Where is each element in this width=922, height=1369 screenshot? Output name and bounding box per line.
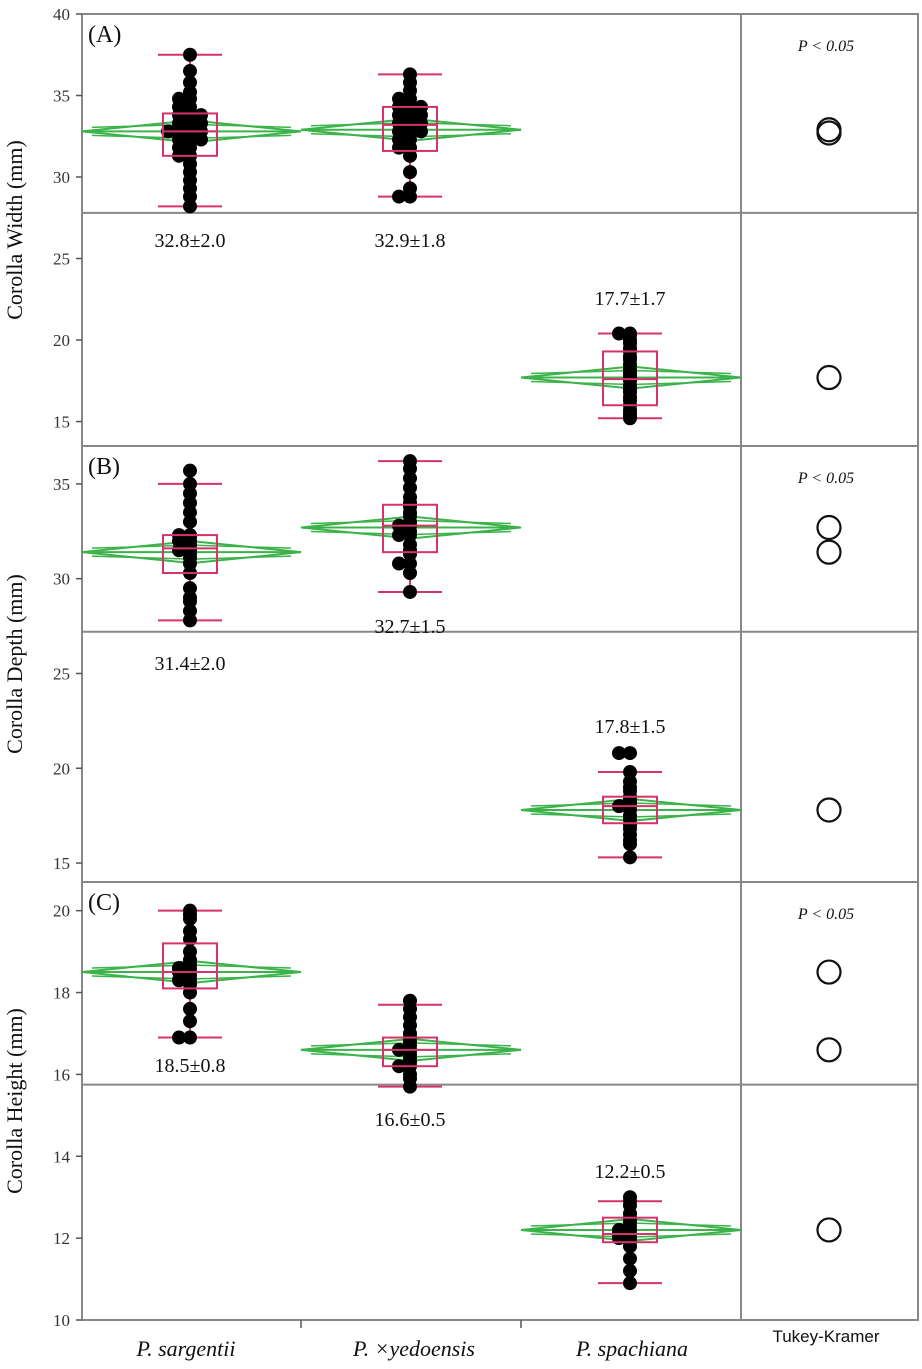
panel-c-data-point [183,944,197,959]
panel-c-data-point [623,1263,637,1278]
panel-a-data-point [183,64,197,79]
panel-a-ytick-label: 20 [53,331,70,350]
panel-c-ylabel: Corolla Height (mm) [2,1008,27,1194]
panel-c-mean-label: 16.6±0.5 [375,1109,446,1131]
panel-b-mean-label: 17.8±1.5 [595,716,666,738]
panel-a-data-point [623,326,637,341]
panel-a-data-point [172,91,186,106]
panel-c-data-point [623,1251,637,1266]
panel-c-data-point [172,1030,186,1045]
panel-b-ytick-label: 30 [53,570,70,589]
panel-a-data-point [612,326,626,341]
panel-c-data-point [623,1276,637,1291]
panel-a-data-point [403,165,417,180]
panel-c-data-point [403,993,417,1008]
panel-a-ytick-label: 30 [53,168,70,187]
panel-b-ytick-label: 35 [53,475,70,494]
panel-b-data-point [183,581,197,596]
panel-c-ytick-label: 18 [53,984,70,1003]
panel-b-tukey-circle [816,539,842,565]
x-category-label: P. sargentii [135,1336,235,1361]
panel-b-ytick-label: 25 [53,664,70,683]
panel-c-data-point [183,924,197,939]
panel-a-data-point [403,181,417,196]
x-category-label: P. ×yedoensis [352,1336,475,1361]
panel-b-mean-label: 31.4±2.0 [155,653,226,675]
panel-a-data-point [392,91,406,106]
panel-b-data-point [183,476,197,491]
panel-b-p-value: P < 0.05 [797,470,854,487]
x-category-label: P. spachiana [575,1336,688,1361]
panel-a-p-value: P < 0.05 [797,38,854,55]
panel-b-tukey-circle [816,514,842,541]
panel-a-box [162,112,218,157]
panel-a-data-point [183,47,197,62]
panel-c-ytick-label: 14 [53,1147,71,1166]
panel-a-box [382,105,438,152]
panel-b-label: (B) [88,454,120,480]
panel-c-label: (C) [88,890,120,916]
panel-a-data-point [403,67,417,82]
panel-c-ytick-label: 10 [53,1311,70,1330]
panel-c-box [162,942,218,990]
panel-b-ytick-label: 20 [53,759,70,778]
panel-b-data-point [403,454,417,469]
panel-a-tukey-circle [816,364,842,391]
panel-b-data-point [612,746,626,761]
panel-b-data-point [403,584,417,599]
panel-a-data-point [194,108,208,123]
panel-c-data-point [183,1001,197,1016]
panel-c-mean-label: 18.5±0.8 [155,1055,226,1077]
panel-b-ylabel: Corolla Depth (mm) [2,574,27,754]
panel-b-data-point [392,556,406,571]
panel-c-ytick-label: 16 [53,1065,70,1084]
panel-a-ytick-label: 15 [53,413,70,432]
tukey-kramer-label: Tukey-Kramer [772,1327,879,1346]
panel-b-mean-label: 32.7±1.5 [375,616,446,638]
panel-c-data-point [183,1030,197,1045]
panel-c-data-point [623,1190,637,1205]
panel-a-ytick-label: 25 [53,250,70,269]
panel-c-mean-label: 12.2±0.5 [595,1161,666,1183]
panel-b-tukey-circle [816,797,842,823]
panel-c-data-point [183,903,197,918]
panel-b-box [602,795,658,825]
panel-b-box [162,534,218,575]
panel-c-box [382,1036,438,1068]
panel-c-p-value: P < 0.05 [797,906,854,923]
panel-c-ytick-label: 12 [53,1229,70,1248]
panel-c-box [602,1216,658,1244]
panel-c-frame [81,881,919,1321]
panel-b-data-point [183,463,197,478]
panel-b-ytick-label: 15 [53,854,70,873]
panel-b-data-point [623,850,637,865]
panel-b-data-point [623,765,637,780]
panel-c-tukey-circle [816,1037,842,1063]
panel-a-mean-label: 32.8±2.0 [155,230,226,252]
panel-a-data-point [183,85,197,100]
panel-b-data-point [623,746,637,761]
panel-a-data-point [183,75,197,90]
panel-a-ylabel: Corolla Width (mm) [2,140,27,320]
panel-c-tukey-circle [816,959,842,985]
panel-b-box [382,503,438,554]
panel-a-data-point [183,199,197,214]
panel-a-label: (A) [88,22,121,48]
panel-a-data-point [392,189,406,204]
panel-c-data-point [183,1014,197,1029]
panel-a-ytick-label: 35 [53,87,70,106]
panel-c-ytick-label: 20 [53,902,70,921]
panel-a-mean-label: 17.7±1.7 [595,288,666,310]
panel-a-mean-label: 32.9±1.8 [375,230,446,252]
panel-a-tukey-circle [816,120,842,146]
panel-c-tukey-circle [816,1217,842,1243]
panel-a-ytick-label: 40 [53,5,70,24]
